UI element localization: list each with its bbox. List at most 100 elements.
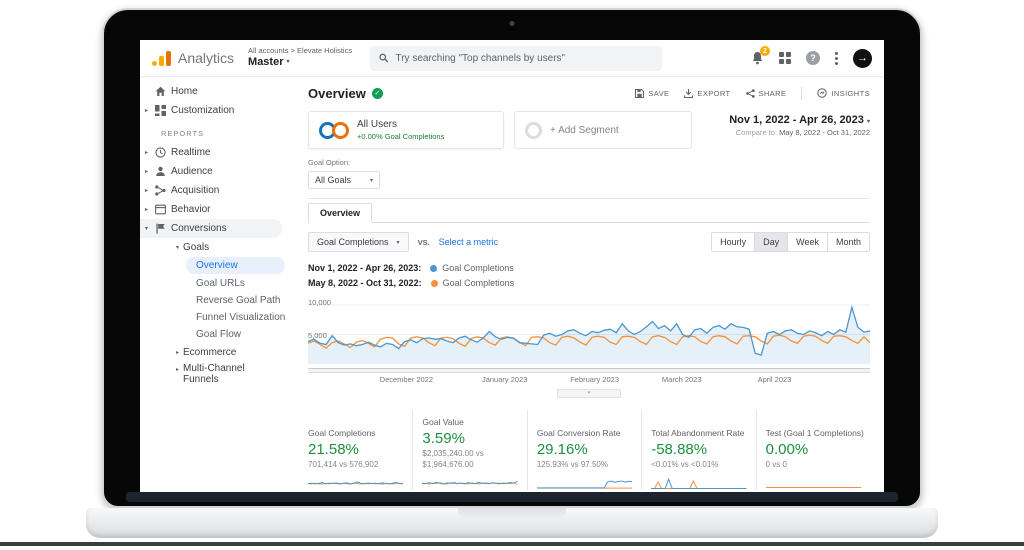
conversions-flag-icon xyxy=(150,223,171,234)
y-tick-10000: 10,000 xyxy=(308,298,331,307)
search-bar[interactable] xyxy=(370,45,663,71)
legend-metric-compare: Goal Completions xyxy=(442,278,515,288)
granularity-day[interactable]: Day xyxy=(754,233,788,251)
sidebar-item-goal-urls[interactable]: Goal URLs xyxy=(196,278,245,289)
chevron-right-icon: ▸ xyxy=(145,108,149,114)
sidebar-item-audience[interactable]: ▸ Audience xyxy=(140,162,290,181)
segment-all-users[interactable]: All Users +0.00% Goal Completions xyxy=(308,111,504,149)
legend-date-current: Nov 1, 2022 - Apr 26, 2023: xyxy=(308,263,422,273)
select-metric-link[interactable]: Select a metric xyxy=(438,237,499,247)
apps-grid-button[interactable] xyxy=(779,52,791,64)
chevron-right-icon: ▸ xyxy=(145,207,149,213)
scorecard-goal-conversion-rate[interactable]: Goal Conversion Rate 29.16% 125.93% vs 9… xyxy=(526,410,641,490)
granularity-week[interactable]: Week xyxy=(787,233,827,251)
chevron-right-icon: ▸ xyxy=(145,188,149,194)
export-button[interactable]: EXPORT xyxy=(684,88,730,98)
sidebar-item-acquisition[interactable]: ▸ Acquisition xyxy=(140,181,290,200)
sidebar-item-multi-channel-funnels[interactable]: ▸ Multi-Channel Funnels xyxy=(176,363,245,385)
scorecard-goal-completions[interactable]: Goal Completions 21.58% 701,414 vs 576,9… xyxy=(308,410,412,490)
goal-option-select[interactable]: All Goals ▾ xyxy=(308,171,380,189)
sidebar-item-goal-flow[interactable]: Goal Flow xyxy=(196,329,242,340)
laptop-hinge xyxy=(126,492,898,502)
webcam-dot xyxy=(509,21,515,26)
sidebar-item-reverse-goal-path[interactable]: Reverse Goal Path xyxy=(196,295,281,306)
chevron-right-icon: ▸ xyxy=(176,349,180,356)
sidebar-item-realtime[interactable]: ▸ Realtime xyxy=(140,143,290,162)
chevron-right-icon: ▸ xyxy=(145,169,149,175)
sparkline-chart xyxy=(308,475,403,490)
sidebar-item-conversions[interactable]: ▾ Conversions xyxy=(140,219,282,238)
account-avatar[interactable]: → xyxy=(853,48,872,68)
insights-icon xyxy=(817,88,828,98)
chevron-down-icon: ▾ xyxy=(286,58,290,65)
legend-metric-current: Goal Completions xyxy=(442,263,514,273)
desk-shadow-line xyxy=(0,542,1024,546)
search-icon xyxy=(379,53,389,63)
chart-x-axis xyxy=(308,368,870,373)
sparkline-chart xyxy=(537,475,632,490)
chevron-down-icon: ▾ xyxy=(145,226,149,232)
chevron-right-icon: ▸ xyxy=(145,150,149,156)
notifications-button[interactable]: 2 xyxy=(751,46,770,65)
sidebar-item-home[interactable]: Home xyxy=(140,82,290,101)
chevron-down-icon: ▾ xyxy=(369,177,373,184)
legend-dot-blue-icon xyxy=(430,265,438,272)
save-icon xyxy=(635,88,645,98)
analytics-logo-icon[interactable] xyxy=(152,50,171,66)
segment-delta: +0.00% Goal Completions xyxy=(357,131,445,141)
sidebar-item-funnel-visualization[interactable]: Funnel Visualization xyxy=(196,312,286,323)
breadcrumb-arrow-icon: > xyxy=(290,46,295,56)
bell-icon xyxy=(752,52,763,65)
date-range-compare: May 8, 2022 - Oct 31, 2022 xyxy=(779,127,870,137)
search-input[interactable] xyxy=(395,52,654,64)
sparkline-chart xyxy=(422,475,517,490)
timeseries-chart: 10,000 5,000 December 2022 January 2023 Fe… xyxy=(308,298,870,398)
analytics-app: Analytics All accounts > Elevate Holisti… xyxy=(140,40,884,492)
brand-name: Analytics xyxy=(178,50,235,66)
tab-overview[interactable]: Overview xyxy=(308,203,373,223)
add-segment-label: + Add Segment xyxy=(550,124,619,136)
grid-icon xyxy=(779,52,791,64)
sidebar-item-behavior[interactable]: ▸ Behavior xyxy=(140,200,290,219)
chevron-down-icon: ▾ xyxy=(866,119,870,125)
sidebar-item-ecommerce[interactable]: ▸ Ecommerce xyxy=(176,346,237,358)
laptop-base xyxy=(86,508,938,538)
goal-option-label: Goal Option: xyxy=(308,158,351,167)
sidebar-item-goals-overview[interactable]: Overview xyxy=(186,257,285,274)
date-range-primary: Nov 1, 2022 - Apr 26, 2023 xyxy=(729,114,864,126)
sidebar: Home ▸ Customization REPORTS ▸ Realtime xyxy=(140,77,290,491)
verified-check-icon: ✓ xyxy=(371,87,383,99)
sidebar-item-goals[interactable]: ▾ Goals xyxy=(176,241,210,253)
insights-button[interactable]: INSIGHTS xyxy=(817,88,870,98)
legend-dot-orange-icon xyxy=(430,280,438,287)
breadcrumb-all-accounts[interactable]: All accounts xyxy=(248,46,289,56)
breadcrumb[interactable]: All accounts > Elevate Holistics Master … xyxy=(248,47,352,68)
download-icon xyxy=(684,88,694,98)
granularity-hourly[interactable]: Hourly xyxy=(712,233,755,251)
chart-collapse-handle[interactable]: ▾ xyxy=(557,389,621,398)
help-button[interactable]: ? xyxy=(806,51,820,65)
sparkline-chart xyxy=(651,475,746,490)
property-selector[interactable]: Master xyxy=(248,55,284,68)
scorecard-goal-value[interactable]: Goal Value 3.59% $2,035,240.00 vs $1,964… xyxy=(412,410,526,490)
customization-icon xyxy=(150,105,171,116)
segment-name: All Users xyxy=(357,119,398,131)
save-button[interactable]: SAVE xyxy=(635,88,669,98)
granularity-month[interactable]: Month xyxy=(826,233,869,251)
scorecard-test-goal-1[interactable]: Test (Goal 1 Completions) 0.00% 0 vs 0 xyxy=(755,410,870,490)
metric-selector[interactable]: Goal Completions ▾ xyxy=(308,232,409,252)
add-segment-ring-icon xyxy=(525,121,542,139)
page-title: Overview xyxy=(308,85,366,101)
share-button[interactable]: SHARE xyxy=(745,89,787,98)
chevron-down-icon: ▾ xyxy=(176,244,180,251)
realtime-clock-icon xyxy=(150,147,171,158)
add-segment-button[interactable]: + Add Segment xyxy=(514,111,692,149)
more-options-button[interactable] xyxy=(835,51,838,65)
notification-count-badge: 2 xyxy=(760,46,770,56)
sidebar-item-customization[interactable]: ▸ Customization xyxy=(140,101,290,120)
scorecard-total-abandonment-rate[interactable]: Total Abandonment Rate -58.88% <0.01% vs… xyxy=(641,410,755,490)
toolbar-divider xyxy=(801,86,803,100)
month-label: December 2022 xyxy=(379,375,434,384)
breadcrumb-account[interactable]: Elevate Holistics xyxy=(297,46,353,56)
date-range-picker[interactable]: Nov 1, 2022 - Apr 26, 2023 ▾ Compare to:… xyxy=(729,111,870,138)
